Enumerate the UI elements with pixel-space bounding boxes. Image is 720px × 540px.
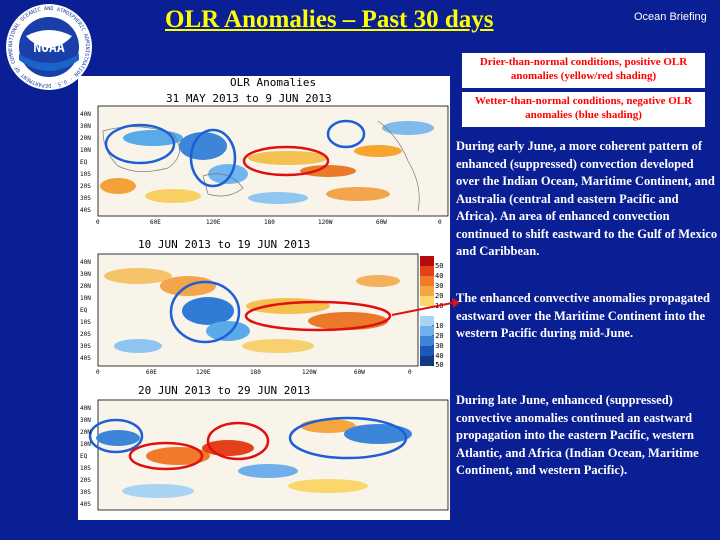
panel-2-enhanced-circle: [169, 280, 241, 344]
svg-text:180: 180: [264, 219, 275, 226]
svg-text:10N: 10N: [80, 295, 91, 302]
svg-text:40S: 40S: [80, 355, 91, 362]
colorbar-label: -30: [431, 342, 444, 350]
colorbar-label: 30: [435, 282, 443, 290]
panel-1-suppressed-circle: [242, 145, 330, 177]
figure-main-title: OLR Anomalies: [230, 76, 316, 89]
svg-text:60W: 60W: [376, 219, 387, 226]
svg-text:120E: 120E: [206, 219, 221, 226]
svg-text:30N: 30N: [80, 271, 91, 278]
panel-1-map: [97, 105, 449, 217]
briefing-label: Ocean Briefing: [634, 11, 707, 23]
svg-text:30S: 30S: [80, 489, 91, 496]
svg-text:40S: 40S: [80, 501, 91, 508]
olr-figure-svg: OLR Anomalies 31 MAY 2013 to 9 JUN 2013: [80, 76, 449, 511]
svg-text:60E: 60E: [150, 219, 161, 226]
svg-text:40S: 40S: [80, 207, 91, 214]
paragraph-mid-june: The enhanced convective anomalies propag…: [456, 291, 710, 340]
svg-text:120W: 120W: [302, 369, 317, 376]
panel-3-map: [88, 399, 449, 511]
svg-text:30S: 30S: [80, 195, 91, 202]
svg-text:EQ: EQ: [80, 159, 88, 166]
panel-1-enhanced-circle: [189, 128, 237, 188]
svg-text:60W: 60W: [354, 369, 365, 376]
svg-text:60E: 60E: [146, 369, 157, 376]
svg-text:0: 0: [438, 219, 442, 226]
svg-text:0: 0: [96, 369, 100, 376]
svg-text:20S: 20S: [80, 331, 91, 338]
colorbar: [420, 256, 434, 366]
page-title: OLR Anomalies – Past 30 days: [165, 6, 494, 33]
svg-text:10N: 10N: [80, 441, 91, 448]
svg-text:40N: 40N: [80, 405, 91, 412]
svg-text:20N: 20N: [80, 135, 91, 142]
panel-1-enhanced-circle: [326, 119, 366, 149]
svg-text:30N: 30N: [80, 417, 91, 424]
panel-3-enhanced-circle: [288, 416, 408, 460]
panel-3-suppressed-circle: [128, 441, 204, 471]
svg-text:20S: 20S: [80, 183, 91, 190]
svg-text:20N: 20N: [80, 283, 91, 290]
colorbar-label: -10: [431, 322, 444, 330]
svg-text:120W: 120W: [318, 219, 333, 226]
panel-1-enhanced-circle: [104, 123, 176, 165]
panel-3-enhanced-circle: [88, 418, 144, 454]
svg-text:EQ: EQ: [80, 453, 88, 460]
svg-text:30N: 30N: [80, 123, 91, 130]
colorbar-label: -50: [431, 361, 444, 369]
legend-dry-text: Drier-than-normal conditions, positive O…: [462, 53, 705, 88]
panel-3-period: 20 JUN 2013 to 29 JUN 2013: [138, 384, 310, 397]
red-arrow-icon: [391, 298, 460, 316]
svg-text:120E: 120E: [196, 369, 211, 376]
svg-text:20N: 20N: [80, 429, 91, 436]
logo-center-text: NOAA: [33, 41, 64, 56]
svg-text:10S: 10S: [80, 171, 91, 178]
svg-text:10S: 10S: [80, 319, 91, 326]
svg-text:0: 0: [96, 219, 100, 226]
panel-2-period: 10 JUN 2013 to 19 JUN 2013: [138, 238, 310, 251]
panel-2-suppressed-circle: [244, 300, 392, 332]
colorbar-label: 40: [435, 272, 443, 280]
panel-2-map: 50 40 30 20 10 -10 -20 -30 -40 -50: [97, 253, 444, 369]
svg-text:180: 180: [250, 369, 261, 376]
colorbar-label: -20: [431, 332, 444, 340]
paragraph-early-june: During early June, a more coherent patte…: [456, 139, 718, 258]
legend-wet-text: Wetter-than-normal conditions, negative …: [462, 92, 705, 127]
svg-text:10N: 10N: [80, 147, 91, 154]
panel-3-suppressed-circle: [206, 421, 270, 461]
svg-text:30S: 30S: [80, 343, 91, 350]
svg-text:40N: 40N: [80, 259, 91, 266]
olr-figure: OLR Anomalies 31 MAY 2013 to 9 JUN 2013: [78, 76, 450, 520]
colorbar-label: -40: [431, 352, 444, 360]
lon-labels: 0 60E 120E 180 120W 60W 0 0 60E 120E 180…: [96, 219, 442, 376]
colorbar-label: 50: [435, 262, 443, 270]
panel-1-period: 31 MAY 2013 to 9 JUN 2013: [166, 92, 332, 105]
svg-text:10S: 10S: [80, 465, 91, 472]
svg-text:40N: 40N: [80, 111, 91, 118]
paragraph-late-june: During late June, enhanced (suppressed) …: [456, 393, 699, 477]
lat-labels: 40N 30N 20N 10N EQ 10S 20S 30S 40S 40N 3…: [80, 111, 91, 508]
svg-text:0: 0: [408, 369, 412, 376]
svg-text:EQ: EQ: [80, 307, 88, 314]
colorbar-label: 20: [435, 292, 443, 300]
svg-text:20S: 20S: [80, 477, 91, 484]
noaa-logo: NOAA NATIONAL OCEANIC AND ATMOSPHERIC AD…: [4, 2, 92, 90]
